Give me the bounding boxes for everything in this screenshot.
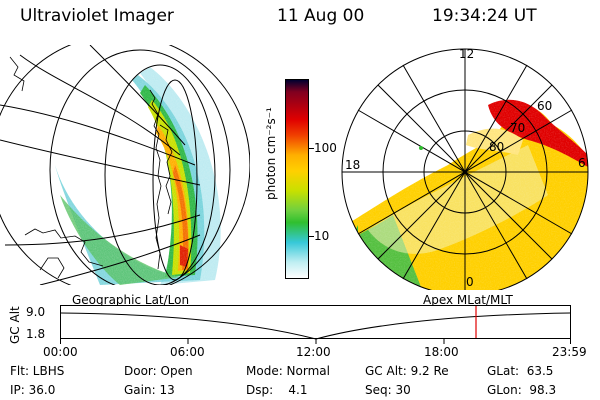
lat-label-70: 70 <box>510 121 526 135</box>
colorbar-label-100: 100 <box>314 141 337 155</box>
door-status: Door: Open <box>124 364 193 378</box>
right-panel-caption: Apex MLat/MLT <box>423 293 513 307</box>
glon-value: GLon: 98.3 <box>487 383 557 397</box>
colorbar-tick-100 <box>308 148 314 149</box>
mlt-label-12: 12 <box>459 47 475 61</box>
altitude-timeline <box>60 305 571 344</box>
lat-label-80: 80 <box>489 140 505 154</box>
spot-marker <box>419 146 423 150</box>
timeline-ytick-low: 1.8 <box>26 327 46 341</box>
timeline-ytick-high: 9.0 <box>26 305 46 319</box>
geographic-aurora-image <box>0 45 250 285</box>
mlt-label-6: 6 <box>578 156 586 170</box>
glat-value: GLat: 63.5 <box>487 364 554 378</box>
sequence-value: Seq: 30 <box>365 383 411 397</box>
timeline-xtick-0600: 06:00 <box>170 345 205 359</box>
mlt-label-0: 0 <box>466 275 474 289</box>
image-date: 11 Aug 00 <box>277 6 365 26</box>
dsp-value: Dsp: 4.1 <box>246 383 308 397</box>
mode-value: Mode: Normal <box>246 364 330 378</box>
filter-value: Flt: LBHS <box>10 364 65 378</box>
timeline-xtick-1800: 18:00 <box>424 345 459 359</box>
left-panel-caption: Geographic Lat/Lon <box>72 293 190 307</box>
mlt-label-18: 18 <box>345 158 361 172</box>
gain-value: Gain: 13 <box>124 383 175 397</box>
gc-altitude-value: GC Alt: 9.2 Re <box>365 364 449 378</box>
lat-label-60: 60 <box>537 99 553 113</box>
colorbar-gradient <box>285 79 309 279</box>
timeline-xtick-2359: 23:59 <box>552 345 587 359</box>
timeline-axis-label: GC Alt <box>8 306 22 344</box>
timeline-xtick-0000: 00:00 <box>43 345 78 359</box>
colorbar-tick-10 <box>308 236 314 237</box>
image-time: 19:34:24 UT <box>432 6 537 26</box>
mlat-mlt-polar-plot <box>341 48 589 290</box>
timeline-xtick-1200: 12:00 <box>296 345 331 359</box>
instrument-title: Ultraviolet Imager <box>20 6 174 26</box>
colorbar-label-10: 10 <box>314 229 330 243</box>
colorbar-unit-label: photon cm⁻²s⁻¹ <box>264 107 278 200</box>
ip-value: IP: 36.0 <box>10 383 56 397</box>
